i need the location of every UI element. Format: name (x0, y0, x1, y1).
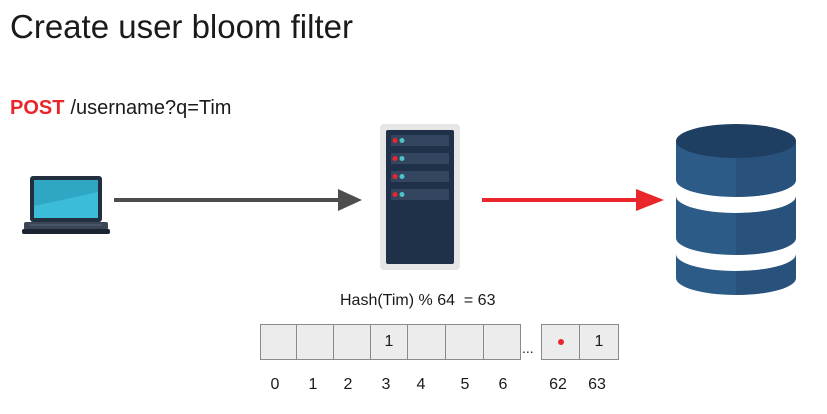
database-icon (676, 124, 796, 295)
ellipsis: ... (522, 340, 534, 356)
db-write-arrow (482, 189, 664, 211)
bit-cell-4 (407, 324, 446, 360)
bit-cell-2 (333, 324, 371, 360)
bit-cell-63: 1 (579, 324, 619, 360)
request-line: POST/username?q=Tim (10, 97, 231, 120)
bit-index: 0 (270, 376, 280, 393)
bit-cell-0 (260, 324, 297, 360)
bit-index: 63 (588, 376, 606, 393)
hash-formula: Hash(Tim) % 64 = 63 (340, 292, 496, 309)
bit-cell-1 (296, 324, 334, 360)
bit-cell-3: 1 (370, 324, 408, 360)
bit-index: 5 (460, 376, 470, 393)
bit-index: 3 (381, 376, 391, 393)
server-icon (380, 124, 460, 270)
page-title: Create user bloom filter (10, 8, 353, 45)
bit-index: 6 (498, 376, 508, 393)
laptop-icon (22, 176, 110, 234)
bit-index: 1 (308, 376, 318, 393)
request-arrow (114, 189, 362, 211)
bit-cell-6 (483, 324, 521, 360)
bit-index: 2 (343, 376, 353, 393)
http-method: POST (10, 97, 65, 119)
bit-cell-5 (445, 324, 484, 360)
bit-index: 4 (416, 376, 426, 393)
bit-cell-62 (541, 324, 580, 360)
hash-marker-dot (557, 339, 564, 345)
request-path: /username?q=Tim (70, 97, 232, 119)
bit-index: 62 (549, 376, 567, 393)
